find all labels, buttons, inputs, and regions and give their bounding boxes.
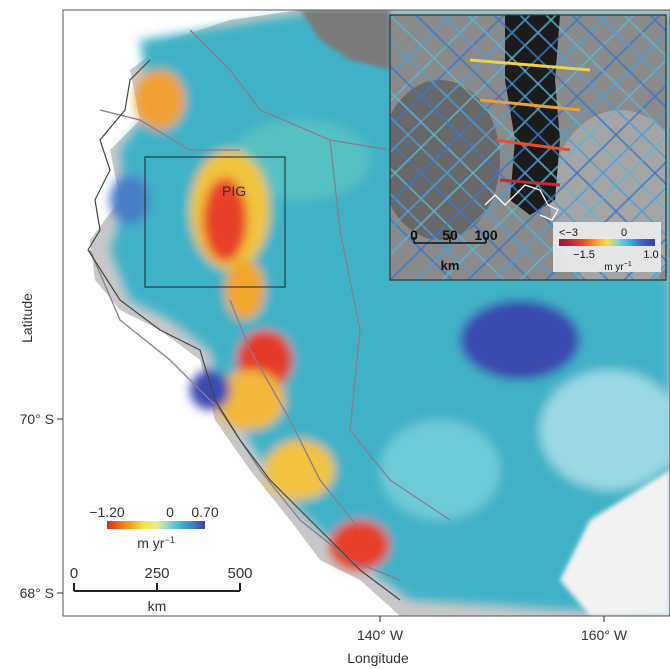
- y-tick-68s: 68° S: [20, 585, 54, 601]
- ice-shelf: [560, 470, 670, 616]
- inset-colorbar-label-mid: −1.5: [573, 249, 595, 261]
- inset-map: 0 50 100 km <−3 0 −1.5 1.0 m yr−1: [389, 14, 667, 281]
- inset-colorbar: <−3 0 −1.5 1.0 m yr−1: [553, 222, 661, 273]
- pig-label: PIG: [222, 183, 246, 199]
- inset-scalebar: 0 50 100 km: [410, 227, 498, 273]
- scalebar-unit: km: [148, 598, 167, 614]
- coastline: [87, 59, 401, 601]
- inset-colorbar-unit: m yr−1: [604, 261, 632, 273]
- main-colorbar: −1.20 0 0.70 m yr−1: [89, 504, 219, 551]
- colorbar-label-min: −1.20: [89, 504, 125, 520]
- inset-colorbar-label-min: <−3: [559, 227, 578, 239]
- inset-grounding-line: [484, 184, 559, 221]
- colorbar-gradient: [107, 521, 205, 529]
- main-scalebar: 0 250 500 km: [70, 565, 253, 614]
- inset-scalebar-unit: km: [441, 258, 460, 273]
- inset-colorbar-label-max: 1.0: [643, 249, 658, 261]
- x-tick-160w: 160° W: [581, 627, 628, 643]
- colorbar-label-zero: 0: [166, 504, 174, 520]
- colorbar-unit: m yr−1: [137, 535, 174, 551]
- inset-scalebar-tick-100: 100: [474, 227, 498, 243]
- rock-outcrop: [300, 10, 390, 70]
- axes: 70° S 68° S 140° W 160° W Longitude Lati…: [19, 293, 628, 666]
- map-frame: [62, 9, 670, 617]
- scalebar-tick-0: 0: [70, 565, 78, 582]
- x-axis-label: Longitude: [347, 650, 409, 666]
- scalebar-tick-500: 500: [227, 565, 252, 582]
- pig-region-box: [144, 156, 286, 288]
- inset-colorbar-gradient: [559, 239, 655, 246]
- scalebar-tick-250: 250: [144, 565, 169, 582]
- inset-colorbar-label-zero: 0: [621, 227, 627, 239]
- inset-scalebar-tick-0: 0: [410, 227, 418, 243]
- y-axis-label: Latitude: [19, 293, 35, 343]
- x-tick-140w: 140° W: [357, 627, 404, 643]
- y-tick-70s: 70° S: [20, 411, 54, 427]
- inset-scalebar-tick-50: 50: [442, 227, 458, 243]
- colorbar-label-max: 0.70: [191, 504, 218, 520]
